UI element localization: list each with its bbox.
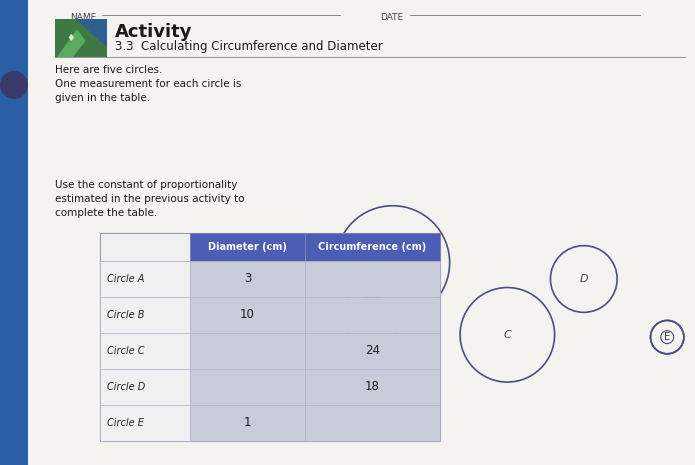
Text: Here are five circles.: Here are five circles. (55, 65, 163, 75)
Text: 24: 24 (365, 345, 380, 358)
FancyBboxPatch shape (100, 369, 190, 405)
FancyBboxPatch shape (305, 261, 440, 297)
Text: Circle E: Circle E (107, 418, 144, 428)
FancyBboxPatch shape (55, 19, 107, 57)
FancyBboxPatch shape (305, 369, 440, 405)
Text: Use the constant of proportionality: Use the constant of proportionality (55, 180, 238, 190)
Polygon shape (73, 35, 107, 57)
FancyBboxPatch shape (305, 297, 440, 333)
Text: ♦: ♦ (67, 33, 75, 43)
Text: estimated in the previous activity to: estimated in the previous activity to (55, 194, 245, 204)
FancyBboxPatch shape (190, 297, 305, 333)
Text: complete the table.: complete the table. (55, 208, 157, 218)
Text: Circle B: Circle B (107, 310, 145, 320)
Text: B: B (389, 258, 396, 268)
Text: E: E (664, 332, 670, 342)
Text: C: C (503, 330, 512, 340)
Text: Circle A: Circle A (107, 274, 145, 284)
Polygon shape (57, 29, 97, 57)
FancyBboxPatch shape (190, 369, 305, 405)
Text: 3: 3 (244, 272, 251, 286)
FancyBboxPatch shape (100, 333, 190, 369)
Text: Circumference (cm): Circumference (cm) (318, 242, 427, 252)
Text: Activity: Activity (115, 23, 193, 41)
FancyBboxPatch shape (305, 233, 440, 261)
FancyBboxPatch shape (100, 233, 190, 261)
Text: Diameter (cm): Diameter (cm) (208, 242, 287, 252)
Text: given in the table.: given in the table. (55, 93, 150, 103)
FancyBboxPatch shape (305, 333, 440, 369)
Text: 1: 1 (244, 417, 252, 430)
Text: Circle D: Circle D (107, 382, 145, 392)
FancyBboxPatch shape (100, 405, 190, 441)
Polygon shape (75, 19, 107, 47)
FancyBboxPatch shape (190, 405, 305, 441)
FancyBboxPatch shape (100, 261, 190, 297)
Text: D: D (580, 274, 588, 284)
Text: NAME: NAME (70, 13, 96, 22)
Text: One measurement for each circle is: One measurement for each circle is (55, 79, 241, 89)
FancyBboxPatch shape (0, 0, 28, 465)
Text: 3.3  Calculating Circumference and Diameter: 3.3 Calculating Circumference and Diamet… (115, 40, 383, 53)
Text: DATE: DATE (380, 13, 403, 22)
Text: 10: 10 (240, 308, 255, 321)
FancyBboxPatch shape (190, 233, 305, 261)
FancyBboxPatch shape (28, 0, 695, 465)
Text: Circle C: Circle C (107, 346, 145, 356)
FancyBboxPatch shape (190, 333, 305, 369)
Circle shape (0, 71, 28, 99)
FancyBboxPatch shape (190, 261, 305, 297)
FancyBboxPatch shape (305, 405, 440, 441)
Text: A: A (368, 318, 375, 328)
FancyBboxPatch shape (100, 297, 190, 333)
Text: 18: 18 (365, 380, 380, 393)
